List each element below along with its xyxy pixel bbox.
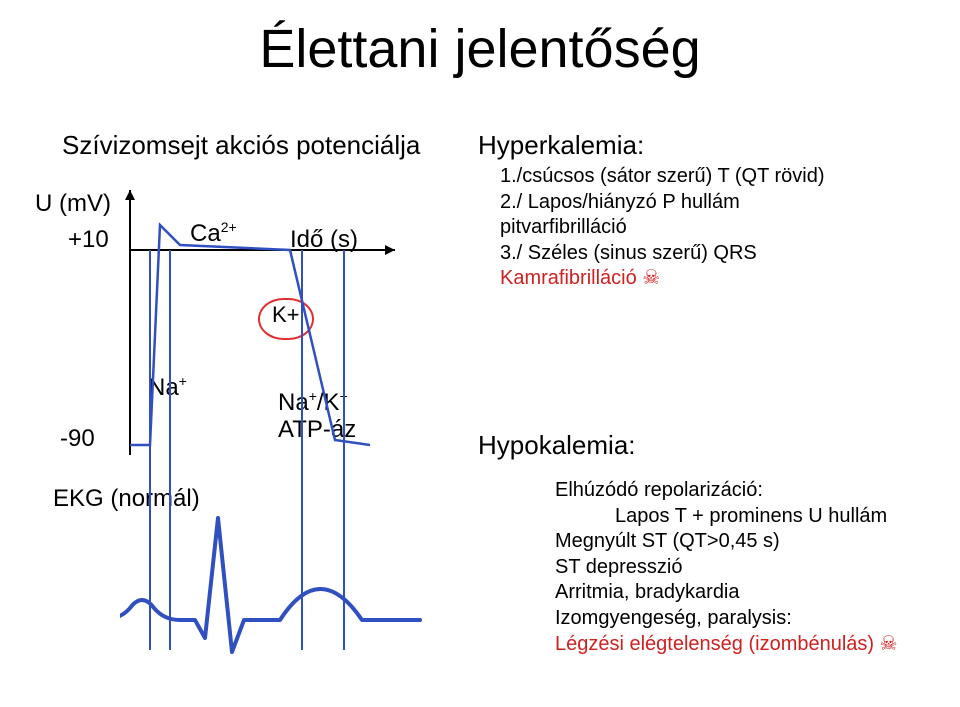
hypokalemia-list: Elhúzódó repolarizáció: Lapos T + promin…: [555, 478, 898, 657]
hyperkalemia-list: 1./csúcsos (sátor szerű) T (QT rövid) 2.…: [500, 164, 825, 292]
hypo-line-3: Megnyúlt ST (QT>0,45 s): [555, 529, 898, 555]
hyper-line-4: 3./ Széles (sinus szerű) QRS: [500, 241, 825, 267]
hyper-line-2: 2./ Lapos/hiányzó P hullám: [500, 190, 825, 216]
slide-root: Élettani jelentőség Szívizomsejt akciós …: [0, 0, 960, 707]
hypo-line-7: Légzési elégtelenség (izombénulás) ☠: [555, 632, 898, 658]
ekg-diagram: [120, 500, 430, 680]
hyper-line-3: pitvarfibrilláció: [500, 215, 825, 241]
hypokalemia-title: Hypokalemia:: [478, 430, 636, 461]
hyperkalemia-title: Hyperkalemia:: [478, 130, 644, 161]
slide-title: Élettani jelentőség: [0, 18, 960, 80]
y-tick-plus10: +10: [68, 226, 109, 254]
hypo-line-2: Lapos T + prominens U hullám: [555, 504, 898, 530]
y-axis-label: U (mV): [35, 190, 111, 218]
hypo-line-4: ST depresszió: [555, 555, 898, 581]
hypo-line-5: Arritmia, bradykardia: [555, 580, 898, 606]
hypo-line-1: Elhúzódó repolarizáció:: [555, 478, 898, 504]
hyper-line-5: Kamrafibrilláció ☠: [500, 266, 825, 292]
y-tick-minus90: -90: [60, 425, 95, 453]
hyper-line-1: 1./csúcsos (sátor szerű) T (QT rövid): [500, 164, 825, 190]
hypo-line-6: Izomgyengeség, paralysis:: [555, 606, 898, 632]
left-subtitle: Szívizomsejt akciós potenciálja: [62, 130, 420, 161]
